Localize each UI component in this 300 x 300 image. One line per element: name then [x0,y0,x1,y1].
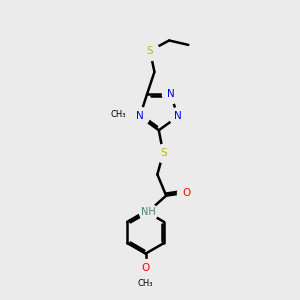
Text: O: O [182,188,190,198]
Text: O: O [142,263,150,273]
Text: CH₃: CH₃ [111,110,126,119]
Text: S: S [147,46,153,56]
Text: CH₃: CH₃ [138,279,153,288]
Text: NH: NH [141,207,155,217]
Text: N: N [136,111,144,122]
Text: N: N [167,89,175,99]
Text: S: S [160,148,166,158]
Text: N: N [174,111,182,122]
